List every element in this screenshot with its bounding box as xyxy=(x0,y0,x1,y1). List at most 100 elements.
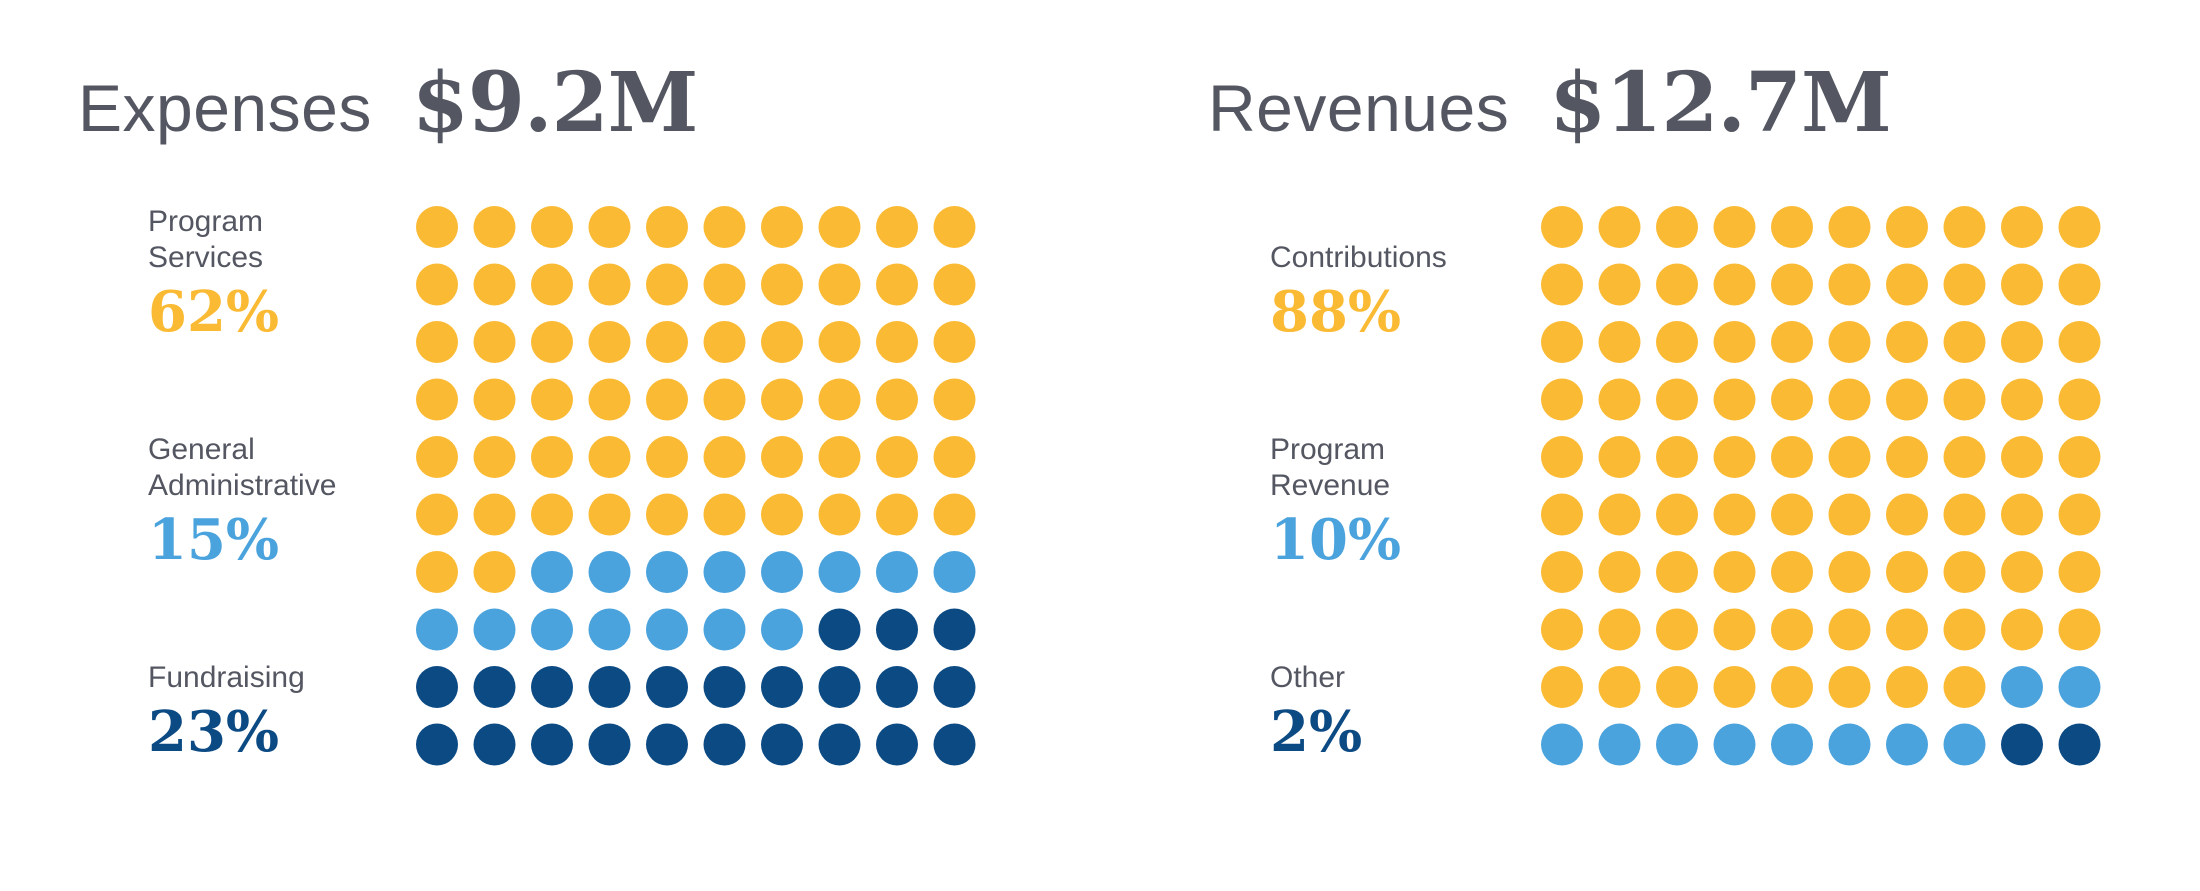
waffle-dot xyxy=(1656,436,1698,478)
waffle-dot xyxy=(1541,436,1583,478)
waffle-dot xyxy=(933,206,976,248)
waffle-dot xyxy=(1771,551,1813,593)
waffle-dot xyxy=(416,378,458,421)
waffle-dot xyxy=(1541,378,1583,421)
waffle-dot xyxy=(703,493,746,536)
waffle-dot xyxy=(531,551,573,593)
waffle-dot xyxy=(473,436,516,478)
waffle-dot xyxy=(1828,263,1871,306)
legend-label: Contributions xyxy=(1270,241,1447,274)
waffle-dot xyxy=(933,436,976,478)
waffle-dot xyxy=(761,378,803,421)
waffle-dot xyxy=(416,723,458,766)
waffle-dot xyxy=(1598,263,1641,306)
waffle-dot xyxy=(1771,666,1813,708)
waffle-dot xyxy=(646,723,688,766)
waffle-dot xyxy=(1943,263,1986,306)
waffle-dot xyxy=(1713,608,1756,651)
waffle-dot xyxy=(703,378,746,421)
waffle-dot xyxy=(2001,263,2043,306)
waffle-dot xyxy=(1828,723,1871,766)
waffle-dot xyxy=(1713,206,1756,248)
waffle-dot xyxy=(2058,608,2101,651)
waffle-dot xyxy=(416,493,458,536)
waffle-dot xyxy=(1598,321,1641,363)
waffle-dot xyxy=(1828,551,1871,593)
waffle-dot xyxy=(1713,551,1756,593)
legend-item-general-administrative: General Administrative 15% xyxy=(148,432,408,572)
waffle-dot xyxy=(646,493,688,536)
waffle-dot xyxy=(1713,666,1756,708)
waffle-dot xyxy=(761,723,803,766)
waffle-dot xyxy=(1713,723,1756,766)
expenses-heading: Expenses $9.2M xyxy=(78,55,698,151)
waffle-dot xyxy=(703,551,746,593)
waffle-dot xyxy=(473,608,516,651)
waffle-dot xyxy=(588,723,631,766)
waffle-dot xyxy=(646,378,688,421)
waffle-dot xyxy=(1828,666,1871,708)
waffle-dot xyxy=(1771,493,1813,536)
waffle-dot xyxy=(1771,206,1813,248)
waffle-dot xyxy=(761,321,803,363)
waffle-dot xyxy=(818,321,861,363)
expenses-panel: Expenses $9.2M Program Services 62% Gene… xyxy=(78,55,976,766)
waffle-dot xyxy=(588,608,631,651)
waffle-dot xyxy=(416,551,458,593)
waffle-dot xyxy=(531,378,573,421)
waffle-dot xyxy=(1886,666,1928,708)
waffle-dot xyxy=(1886,436,1928,478)
waffle-dot xyxy=(876,263,918,306)
legend-label: Program Revenue xyxy=(1270,433,1391,502)
waffle-dot xyxy=(1656,206,1698,248)
expenses-waffle-chart xyxy=(416,206,976,766)
waffle-dot xyxy=(531,723,573,766)
waffle-dot xyxy=(2001,436,2043,478)
revenues-title: Revenues xyxy=(1208,71,1510,145)
waffle-dot xyxy=(933,666,976,708)
waffle-dot xyxy=(761,263,803,306)
waffle-dot xyxy=(1541,723,1583,766)
waffle-dot xyxy=(876,378,918,421)
waffle-dot xyxy=(1598,436,1641,478)
waffle-dot xyxy=(761,493,803,536)
waffle-dot xyxy=(1541,263,1583,306)
revenues-heading: Revenues $12.7M xyxy=(1208,55,1892,151)
waffle-dot xyxy=(2001,206,2043,248)
waffle-dot xyxy=(1943,666,1986,708)
waffle-dot xyxy=(1541,608,1583,651)
waffle-dot xyxy=(1886,608,1928,651)
waffle-dot xyxy=(818,436,861,478)
waffle-dot xyxy=(2058,666,2101,708)
waffle-dot xyxy=(818,206,861,248)
waffle-dot xyxy=(876,608,918,651)
revenues-total: $12.7M xyxy=(1549,55,1892,151)
waffle-dot xyxy=(588,206,631,248)
waffle-dot xyxy=(473,263,516,306)
waffle-dot xyxy=(2058,263,2101,306)
waffle-dot xyxy=(2058,436,2101,478)
waffle-dot xyxy=(646,666,688,708)
legend-item-other: Other 2% xyxy=(1270,660,1530,764)
waffle-dot xyxy=(1943,551,1986,593)
expenses-title: Expenses xyxy=(78,71,372,145)
waffle-dot xyxy=(646,206,688,248)
waffle-dot xyxy=(1598,666,1641,708)
waffle-dot xyxy=(588,321,631,363)
waffle-dot xyxy=(1771,263,1813,306)
waffle-dot xyxy=(1943,723,1986,766)
waffle-dot xyxy=(1713,493,1756,536)
waffle-dot xyxy=(1828,436,1871,478)
waffle-dot xyxy=(703,723,746,766)
legend-percent: 88% xyxy=(1270,279,1402,345)
waffle-dot xyxy=(1656,723,1698,766)
waffle-dot xyxy=(703,321,746,363)
waffle-dot xyxy=(1886,206,1928,248)
waffle-dot xyxy=(416,666,458,708)
waffle-dot xyxy=(646,321,688,363)
waffle-dot xyxy=(473,321,516,363)
waffle-dot xyxy=(876,206,918,248)
waffle-dot xyxy=(876,723,918,766)
waffle-dot xyxy=(1541,551,1583,593)
waffle-dot xyxy=(473,551,516,593)
